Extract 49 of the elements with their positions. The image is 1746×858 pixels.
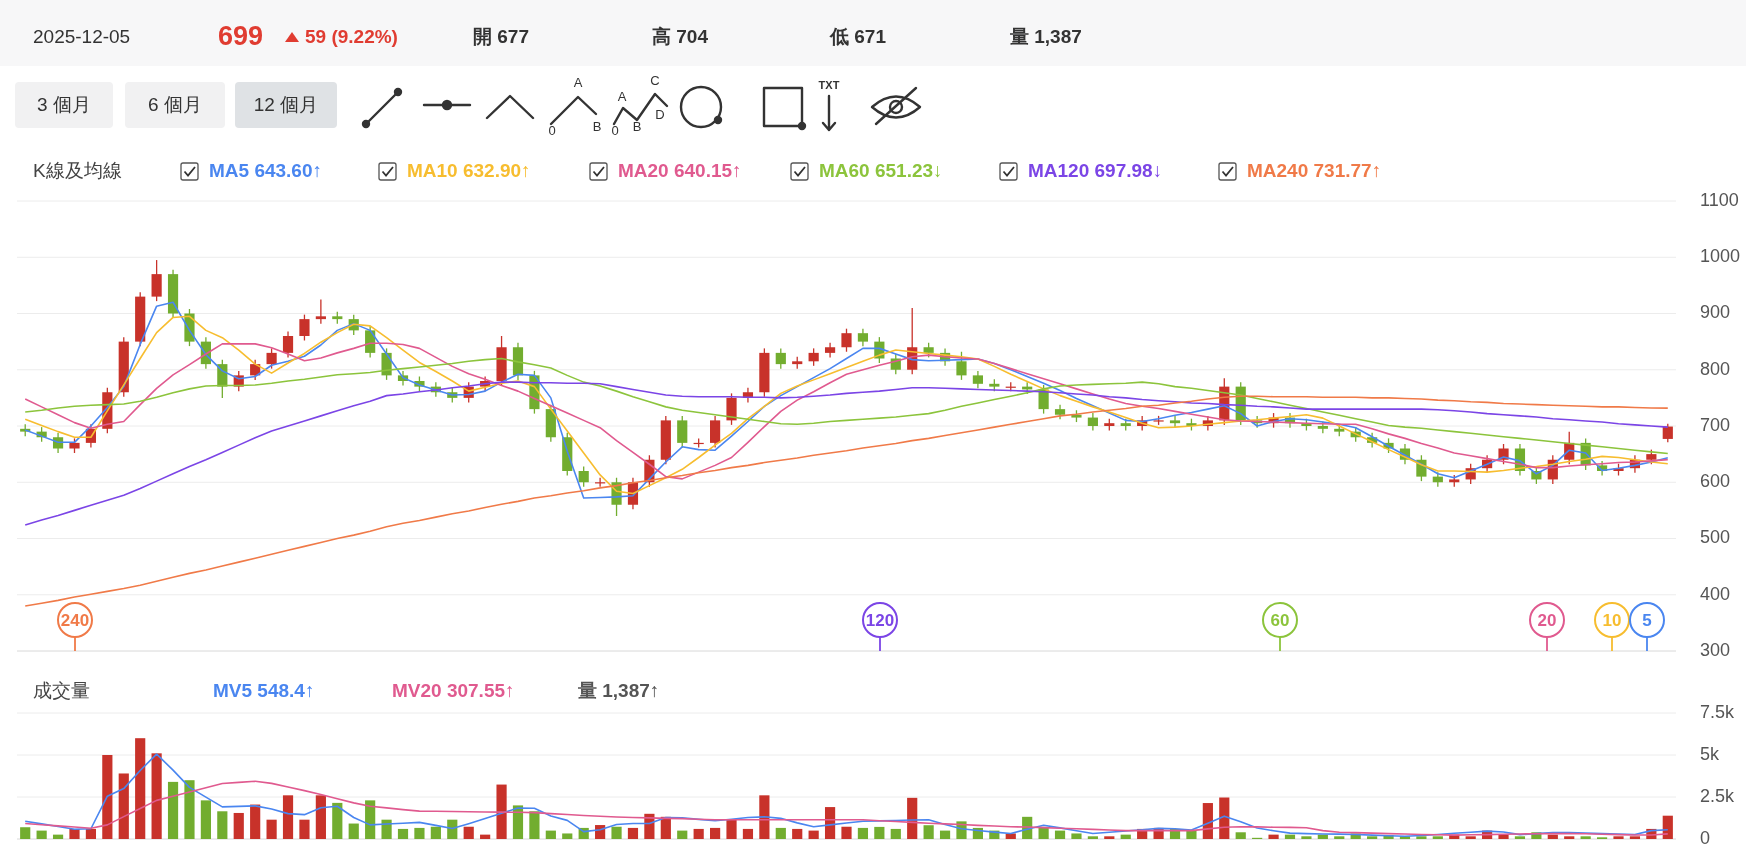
- annotation: 120: [865, 610, 895, 630]
- y-tick-label: 7.5k: [1700, 701, 1736, 722]
- y-tick-label: 600: [1700, 471, 1731, 491]
- text: MV20 307.55↑: [392, 680, 515, 702]
- legend-title: K線及均線: [33, 160, 122, 182]
- text: A: [617, 89, 627, 105]
- text: 高 704: [652, 26, 709, 48]
- y-tick-label: 700: [1700, 414, 1731, 435]
- text: MA5 643.60↑: [209, 160, 323, 182]
- text: D: [655, 107, 665, 123]
- annotation: 240: [60, 610, 90, 630]
- text: 量 1,387: [1009, 26, 1082, 48]
- y-tick-label: 400: [1700, 583, 1731, 604]
- text: 低 671: [829, 26, 887, 48]
- y-tick-label: 2.5k: [1700, 785, 1736, 806]
- text: 開 677: [473, 26, 529, 48]
- text: MA10 632.90↑: [407, 160, 531, 182]
- text: MA240 731.77↑: [1247, 160, 1382, 182]
- text: MA20 640.15↑: [618, 160, 742, 182]
- text: 12 個月: [253, 94, 319, 116]
- y-tick-label: 900: [1700, 302, 1731, 323]
- text: 0: [611, 123, 619, 139]
- text: A: [573, 75, 583, 91]
- text: 59 (9.22%): [305, 26, 398, 48]
- annotation: 10: [1602, 610, 1622, 630]
- y-tick-label: 5k: [1700, 743, 1721, 764]
- y-tick-label: 500: [1700, 527, 1731, 548]
- text: MA60 651.23↓: [819, 160, 943, 182]
- annotation: 5: [1642, 610, 1652, 630]
- y-tick-label: 300: [1700, 639, 1731, 660]
- text: B: [632, 119, 642, 135]
- annotation: 20: [1537, 610, 1557, 630]
- text: 3 個月: [37, 94, 91, 116]
- text: 0: [548, 123, 556, 139]
- text: 2025-12-05: [33, 26, 131, 48]
- text: MA120 697.98↓: [1028, 160, 1163, 182]
- text: 6 個月: [148, 94, 202, 116]
- text: TXT: [818, 78, 840, 91]
- text: MV5 548.4↑: [213, 680, 315, 702]
- annotation: 60: [1270, 610, 1290, 630]
- text: 699: [218, 21, 264, 52]
- chart-title: 成交量: [33, 680, 90, 702]
- y-tick-label: 800: [1700, 358, 1731, 379]
- text: C: [650, 73, 660, 89]
- y-tick-label: 1000: [1700, 246, 1741, 266]
- text: B: [592, 119, 602, 135]
- text: 量 1,387↑: [577, 680, 660, 702]
- y-tick-label: 0: [1700, 827, 1711, 848]
- y-tick-label: 1100: [1700, 189, 1739, 210]
